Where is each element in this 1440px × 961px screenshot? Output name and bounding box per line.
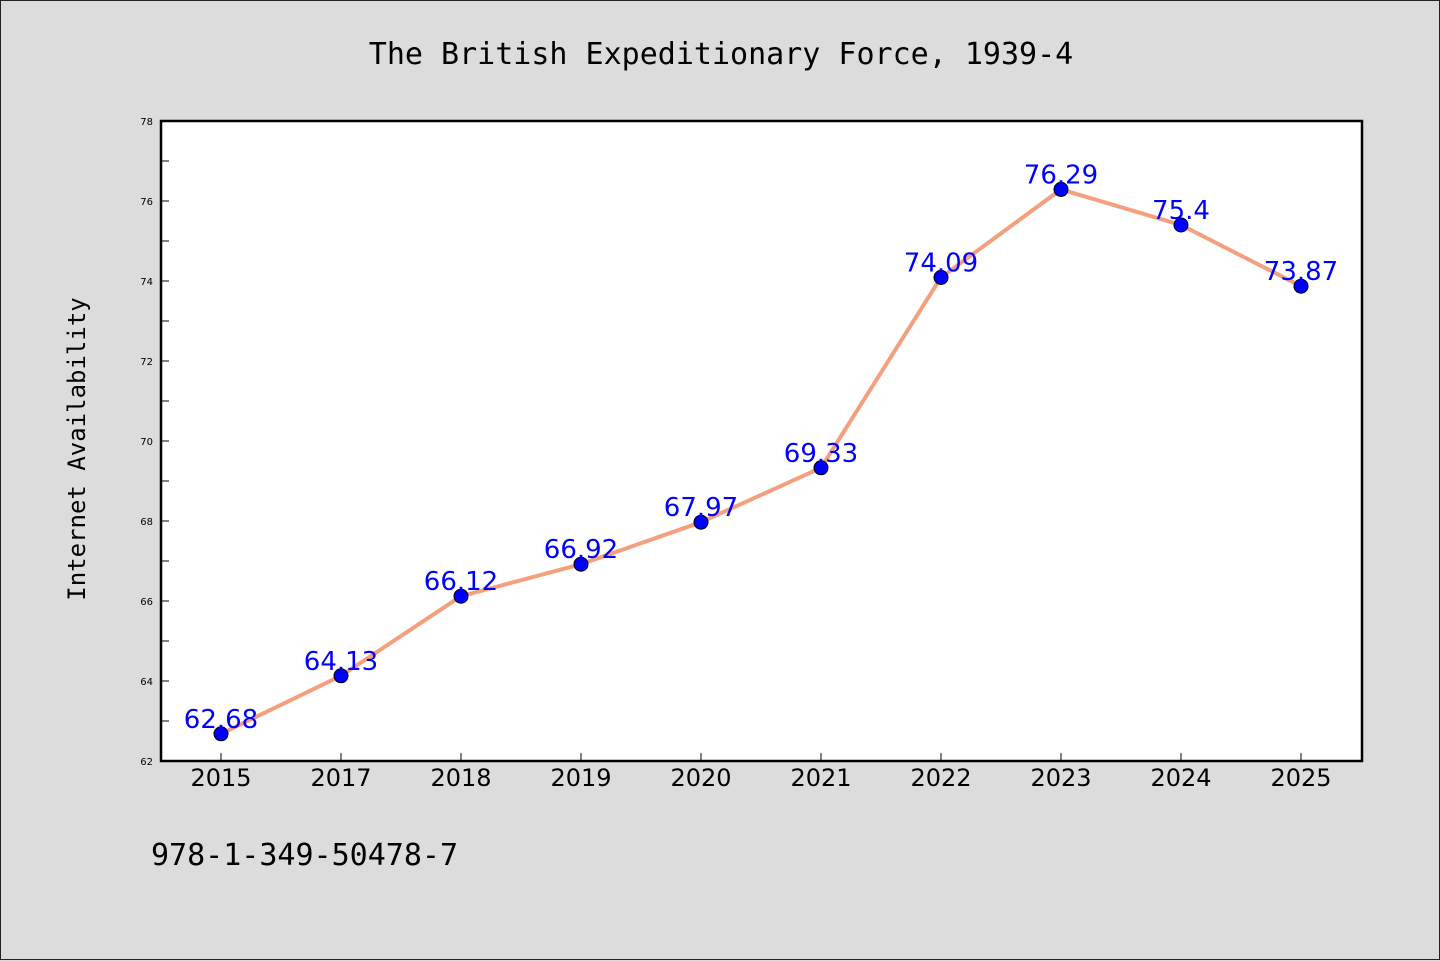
x-axis-ticks: 2015 2017 2018 2019 2020 2021 2022 2023 2024 2025 [190,753,1332,792]
series-line [219,187,1303,736]
series-layer [213,181,1309,742]
data-point [1053,181,1069,197]
y-tick-label: 68 [140,517,153,528]
data-label: 75.4 [1152,196,1210,226]
data-point [1173,217,1189,233]
data-point [1293,278,1309,294]
y-tick-label: 64 [140,677,153,688]
x-tick-label: 2015 [190,764,251,792]
data-point [933,269,949,285]
data-label: 66.12 [424,567,498,597]
data-labels: 62.68 64.13 66.12 66.92 67.97 69.33 74.09 76.29… [184,160,1338,734]
data-label: 74.09 [904,248,978,278]
x-tick-label: 2021 [790,764,851,792]
y-tick-label: 62 [140,757,153,768]
plot-area [159,119,1364,763]
data-point [453,588,469,604]
data-point [573,556,589,572]
x-tick-label: 2023 [1030,764,1091,792]
y-tick-label: 76 [140,197,153,208]
data-point [813,460,829,476]
x-tick-label: 2019 [550,764,611,792]
data-point [333,668,349,684]
y-tick-label: 78 [140,117,153,128]
data-label: 69.33 [784,439,858,469]
data-label: 62.68 [184,705,258,735]
data-point [213,726,229,742]
x-tick-label: 2022 [910,764,971,792]
x-tick-label: 2018 [430,764,491,792]
x-tick-label: 2025 [1270,764,1331,792]
x-tick-label: 2024 [1150,764,1211,792]
y-axis-label: Internet Availability [63,297,91,600]
x-tick-label: 2020 [670,764,731,792]
data-label: 76.29 [1024,160,1098,190]
x-tick-label: 2017 [310,764,371,792]
y-tick-label: 66 [140,597,153,608]
y-axis-ticks: 62 64 66 68 70 72 74 76 78 [140,117,169,768]
data-label: 73.87 [1264,257,1338,287]
y-tick-label: 72 [140,357,153,368]
data-label: 66.92 [544,535,618,565]
chart-title: The British Expeditionary Force, 1939-4 [369,37,1073,72]
y-tick-label: 70 [140,437,153,448]
y-tick-label: 74 [140,277,153,288]
footer-isbn: 978-1-349-50478-7 [151,838,458,873]
data-label: 64.13 [304,647,378,677]
data-point [693,514,709,530]
data-label: 67.97 [664,493,738,523]
